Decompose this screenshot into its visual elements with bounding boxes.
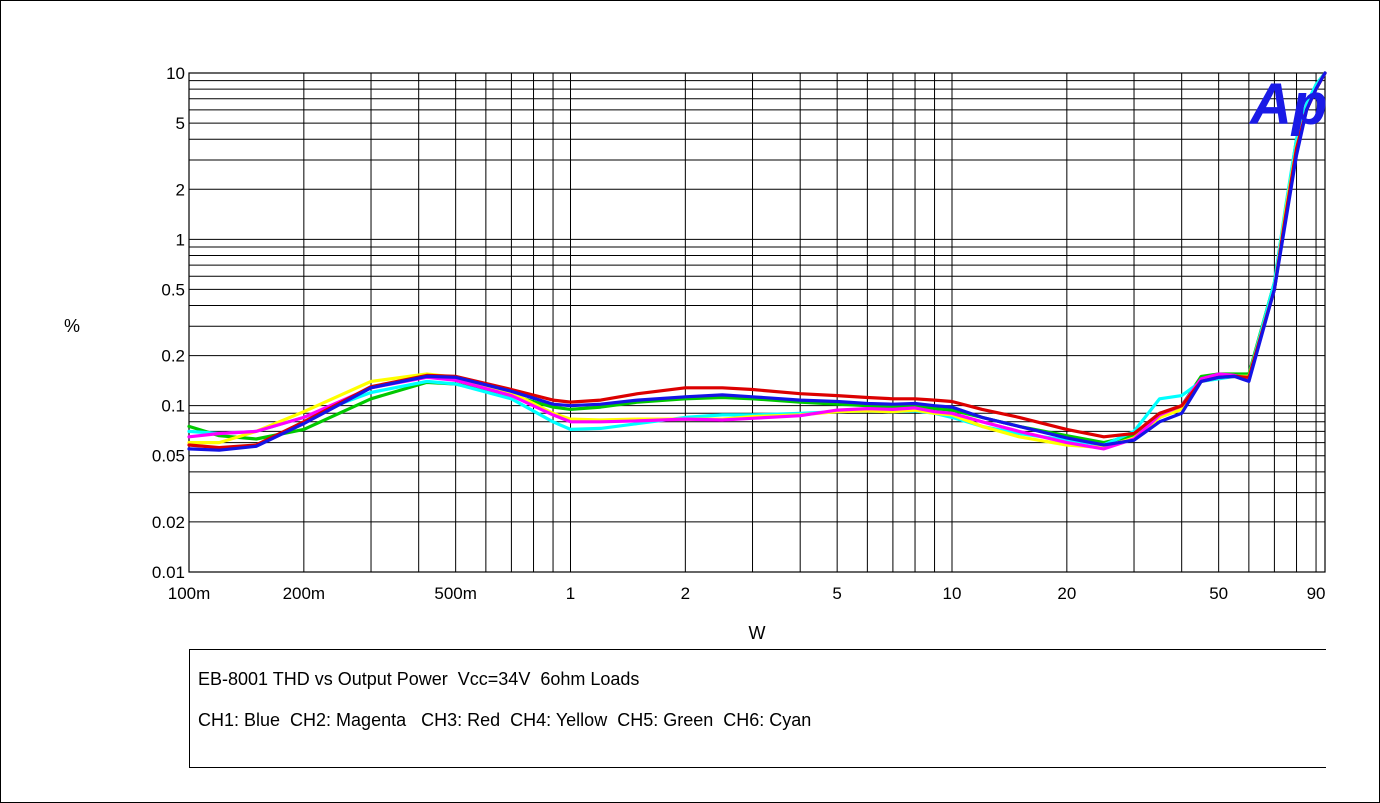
series-line-6 bbox=[187, 71, 1327, 452]
data-series bbox=[187, 71, 1327, 452]
x-tick-label: 5 bbox=[832, 584, 841, 603]
y-tick-label: 0.5 bbox=[161, 280, 185, 299]
x-tick-label: 100m bbox=[168, 584, 211, 603]
y-tick-label: 0.2 bbox=[161, 347, 185, 366]
x-tick-label: 200m bbox=[283, 584, 326, 603]
chart-caption-box: EB-8001 THD vs Output Power Vcc=34V 6ohm… bbox=[189, 649, 1326, 768]
x-tick-label: 1 bbox=[566, 584, 575, 603]
y-tick-label: 0.02 bbox=[152, 513, 185, 532]
y-tick-label: 5 bbox=[176, 114, 185, 133]
x-tick-label: 10 bbox=[943, 584, 962, 603]
x-axis-title: W bbox=[749, 623, 766, 643]
x-tick-label: 90 bbox=[1307, 584, 1326, 603]
plot-grid bbox=[188, 72, 1326, 573]
y-axis-title: % bbox=[64, 316, 80, 336]
y-tick-label: 1 bbox=[176, 230, 185, 249]
y-tick-label: 2 bbox=[176, 180, 185, 199]
x-tick-label: 2 bbox=[681, 584, 690, 603]
caption-channel-legend: CH1: Blue CH2: Magenta CH3: Red CH4: Yel… bbox=[198, 710, 812, 730]
y-tick-label: 0.01 bbox=[152, 563, 185, 582]
series-line-5 bbox=[187, 71, 1327, 450]
x-tick-label: 20 bbox=[1057, 584, 1076, 603]
x-tick-label: 50 bbox=[1209, 584, 1228, 603]
x-tick-label: 500m bbox=[434, 584, 477, 603]
y-tick-label: 0.05 bbox=[152, 447, 185, 466]
tick-labels: 100m 200m 500m 1 2 5 10 20 50 90 10 5 2 1 0.5 0.2 0.1 0.0… bbox=[152, 64, 1326, 603]
y-tick-label: 10 bbox=[166, 64, 185, 83]
caption-title: EB-8001 THD vs Output Power Vcc=34V 6ohm… bbox=[198, 669, 640, 689]
plot-border bbox=[188, 72, 1326, 573]
y-tick-label: 0.1 bbox=[161, 397, 185, 416]
ap-logo: Ap bbox=[1248, 72, 1327, 137]
